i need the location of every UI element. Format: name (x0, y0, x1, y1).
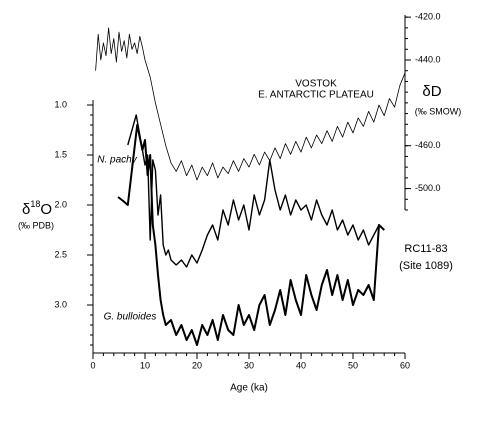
y-label-base: δ (22, 201, 30, 218)
y-tick-label: 1.0 (54, 99, 67, 109)
x-axis-label: Age (ka) (230, 383, 268, 394)
y-tick-label: 3.0 (54, 299, 67, 309)
y-tick-label: 2.5 (54, 249, 67, 259)
y2-axis-unit: (‰ SMOW) (415, 106, 462, 116)
data-line (117, 124, 385, 346)
x-tick-label: 0 (90, 360, 95, 370)
y-label-tail: O (40, 201, 52, 218)
x-tick-label: 40 (296, 360, 306, 370)
series-label: VOSTOK (295, 79, 337, 90)
x-tick-label: 10 (140, 360, 150, 370)
series-label: G. bulloides (104, 312, 157, 323)
y2-tick-label: -500.0 (415, 183, 441, 193)
y2-tick-label: -460.0 (415, 140, 441, 150)
annotation: E. ANTARCTIC PLATEAU (258, 90, 374, 101)
y-label-sup: 18 (30, 199, 40, 209)
x-tick-label: 50 (348, 360, 358, 370)
x-tick-label: 60 (400, 360, 410, 370)
series-label: N. pachy (97, 155, 137, 166)
x-tick-label: 30 (244, 360, 254, 370)
data-line (95, 27, 406, 181)
y-axis-unit: (‰ PDB) (18, 220, 54, 230)
y-axis-label: δ18O (22, 199, 52, 218)
y2-tick-label: -440.0 (415, 54, 441, 64)
y-tick-label: 1.5 (54, 149, 67, 159)
annotation: (Site 1089) (399, 260, 453, 272)
x-tick-label: 20 (192, 360, 202, 370)
y2-tick-label: -420.0 (415, 12, 441, 22)
y-tick-label: 2.0 (54, 199, 67, 209)
y2-axis-label: δD (422, 83, 441, 100)
data-line (127, 114, 385, 268)
annotation: RC11-83 (404, 243, 447, 255)
